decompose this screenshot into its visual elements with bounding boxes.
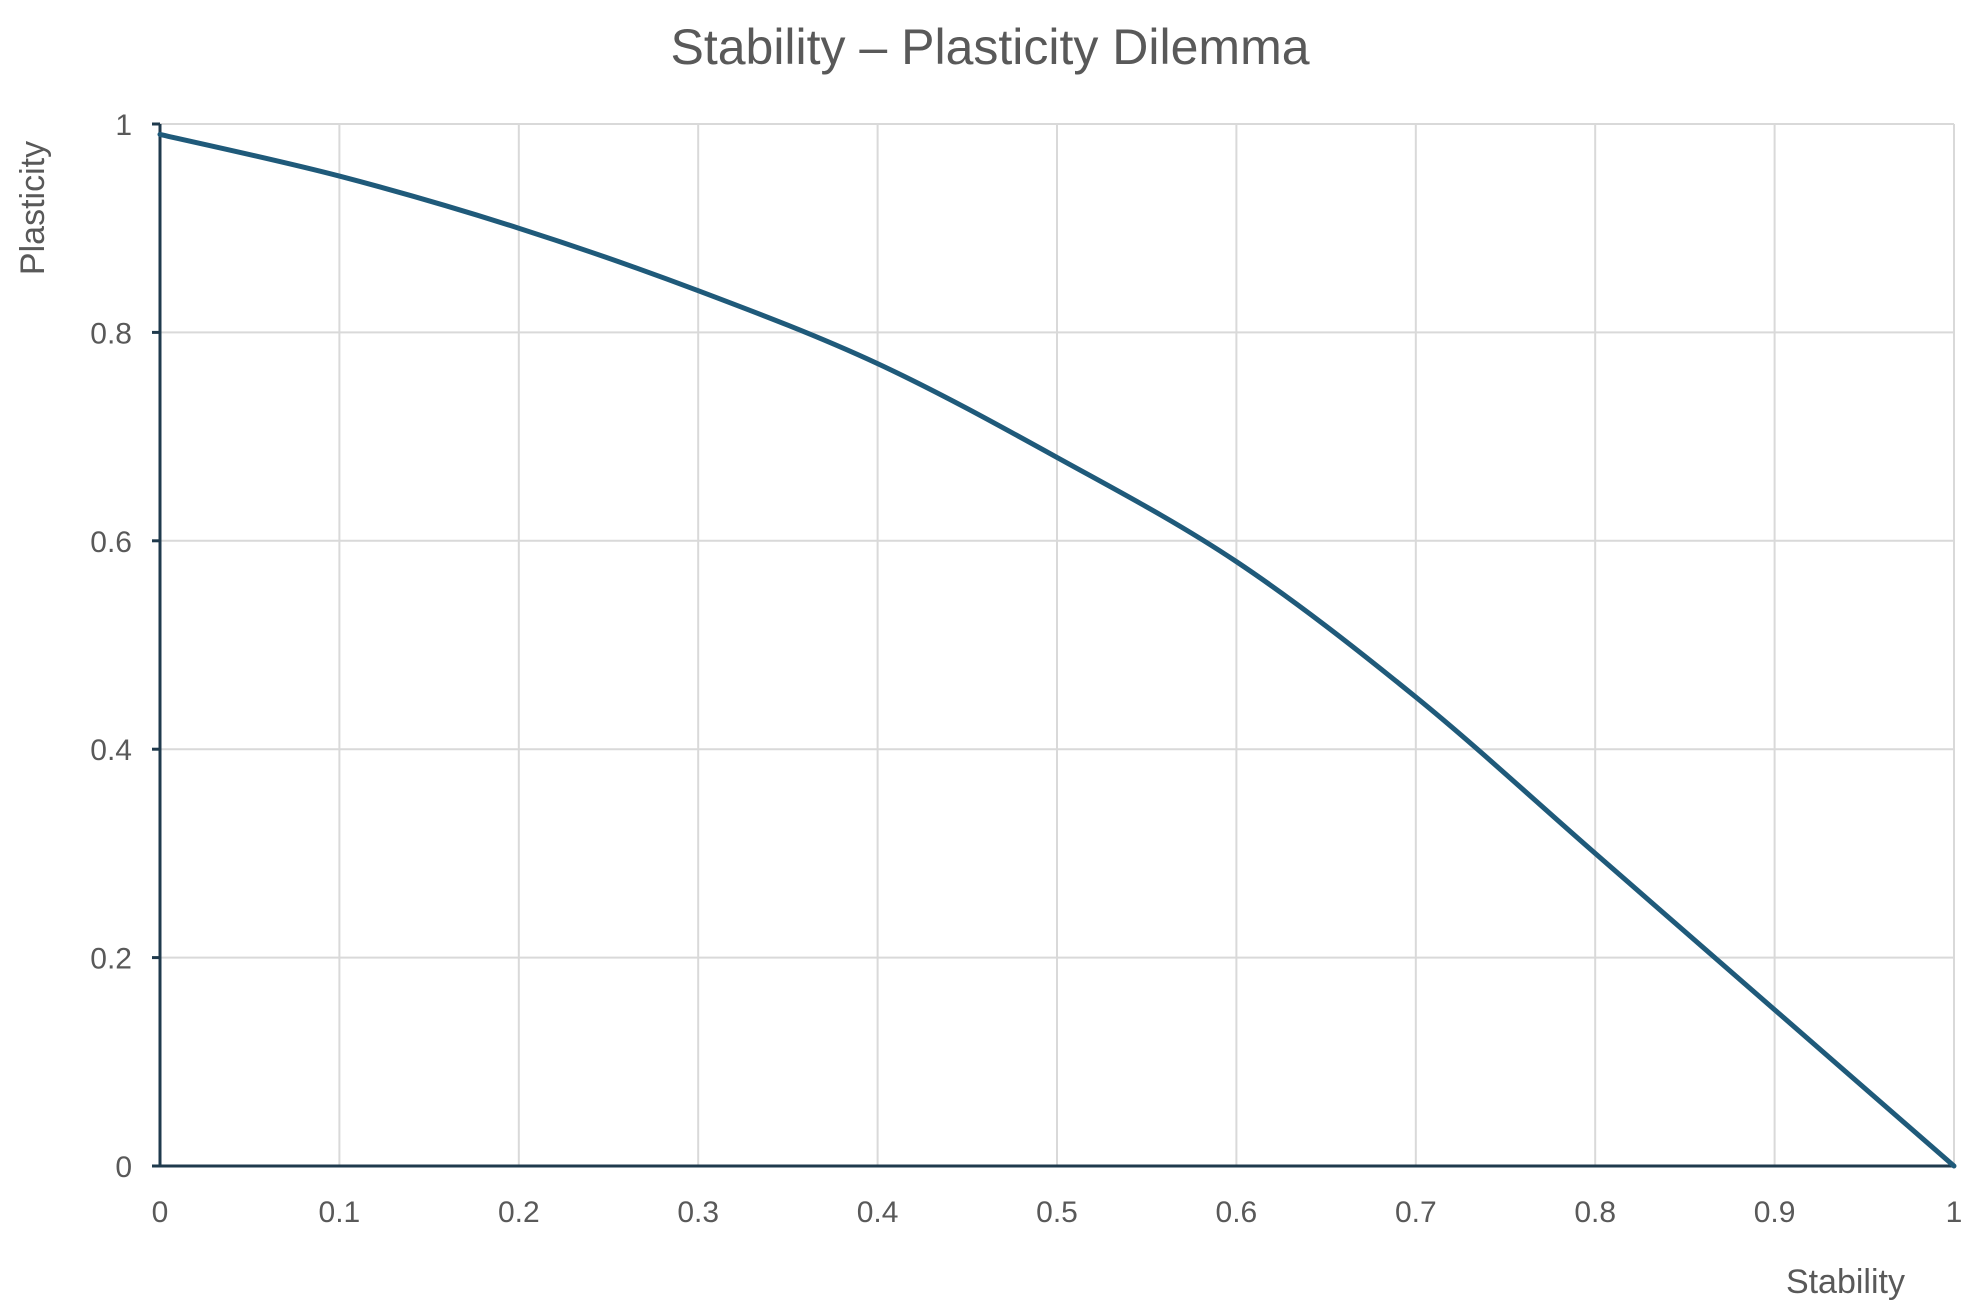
x-tick-label: 0.1: [319, 1196, 361, 1229]
x-tick-label: 0.5: [1036, 1196, 1078, 1229]
axes: [152, 122, 1954, 1168]
series-layer: [157, 131, 1957, 1169]
y-tick-label: 1: [115, 109, 132, 142]
chart-title: Stability – Plasticity Dilemma: [670, 19, 1309, 75]
y-tick-label: 0: [115, 1151, 132, 1184]
x-tick-label: 0.8: [1574, 1196, 1616, 1229]
y-axis-title: Plasticity: [14, 141, 52, 275]
x-tick-label: 0.3: [677, 1196, 719, 1229]
series-line: [157, 131, 1957, 1169]
x-tick-label: 0.9: [1754, 1196, 1796, 1229]
x-tick-label: 1: [1946, 1196, 1963, 1229]
x-tick-label: 0.6: [1216, 1196, 1258, 1229]
x-tick-label: 0.4: [857, 1196, 899, 1229]
y-tick-label: 0.2: [90, 943, 132, 976]
x-tick-label: 0.2: [498, 1196, 540, 1229]
y-tick-label: 0.6: [90, 526, 132, 559]
y-tick-label: 0.8: [90, 317, 132, 350]
gridlines: [160, 123, 1955, 1166]
x-tick-label: 0.7: [1395, 1196, 1437, 1229]
x-tick-label: 0: [152, 1196, 169, 1229]
tick-labels: 0 0.1 0.2 0.3 0.4 0.5 0.6 0.7 0.8 0.9 1 0 0.2 0.4 0.6 0…: [90, 109, 1962, 1229]
x-axis-title: Stability: [1786, 1263, 1905, 1301]
y-tick-label: 0.4: [90, 734, 132, 767]
